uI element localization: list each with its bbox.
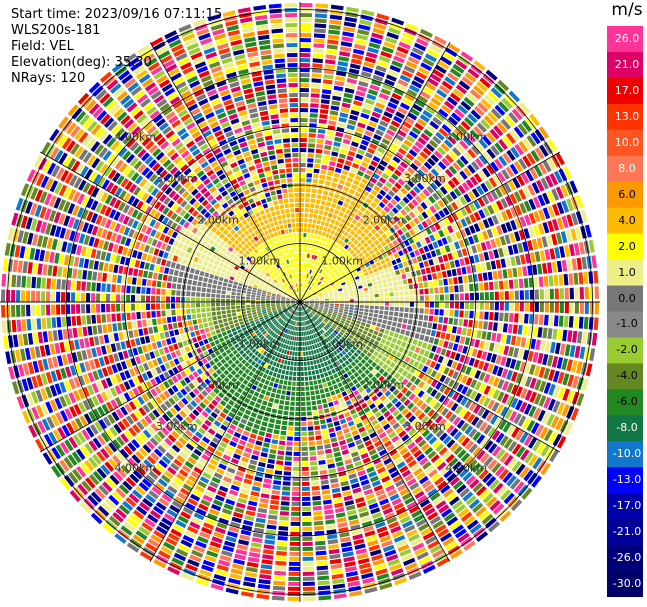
colorbar-segment [607, 363, 643, 390]
colorbar-segment [607, 467, 643, 494]
range-label: 4.00km [115, 462, 157, 475]
colorbar-tick-label: 13.0 [614, 109, 640, 123]
range-label: 2.00km [363, 379, 405, 392]
elevation-text: Elevation(deg): 35.30 [11, 55, 152, 70]
colorbar-tick-label: 2.0 [618, 239, 636, 253]
azimuth-spokes [0, 2, 600, 602]
colorbar-segment [607, 441, 643, 468]
range-label: 3.00km [404, 420, 446, 433]
colorbar-tick-label: -10.0 [612, 447, 642, 461]
range-label: 1.00km [321, 337, 363, 350]
colorbar-tick-label: 0.0 [618, 291, 636, 305]
colorbar-tick-label: -8.0 [616, 421, 638, 435]
colorbar-tick-label: 21.0 [614, 57, 640, 71]
colorbar-segment [607, 207, 643, 235]
colorbar-segment [607, 415, 643, 442]
colorbar-segment [607, 545, 643, 572]
colorbar-tick-label: 10.0 [614, 135, 640, 149]
range-label: 1.00km [239, 255, 281, 268]
colorbar-segment [607, 26, 643, 53]
colorbar-segment [607, 493, 643, 520]
range-label: 4.00km [446, 462, 488, 475]
colorbar-segment [607, 103, 643, 131]
instrument-text: WLS200s-181 [11, 23, 101, 38]
colorbar-tick-label: 17.0 [614, 83, 640, 97]
colorbar-tick-label: -1.0 [616, 317, 638, 331]
colorbar-tick-label: 4.0 [618, 213, 636, 227]
range-label: 1.00km [321, 255, 363, 268]
range-labels: 1.00km 1.00km 1.00km 1.00km 2.00km 2.00km 2.00… [115, 131, 488, 475]
azimuth-spoke [149, 301, 301, 563]
colorbar [607, 26, 643, 597]
colorbar-tick-label: 26.0 [614, 31, 640, 45]
azimuth-spoke [149, 41, 301, 303]
colorbar-segment [607, 311, 643, 338]
range-label: 3.00km [404, 172, 446, 185]
colorbar-tick-label: -26.0 [612, 551, 642, 565]
range-label: 1.00km [239, 337, 281, 350]
colorbar-segment [607, 129, 643, 157]
field-text: Field: VEL [11, 39, 74, 54]
colorbar-segment [607, 181, 643, 209]
range-label: 3.00km [156, 172, 198, 185]
colorbar-segment [607, 77, 643, 105]
start-time-text: Start time: 2023/09/16 07:11:15 [11, 7, 223, 22]
colorbar-tick-label: 6.0 [618, 187, 636, 201]
colorbar-tick-label: -4.0 [616, 369, 638, 383]
colorbar-tick-label: -17.0 [612, 499, 642, 513]
range-label: 4.00km [446, 131, 488, 144]
azimuth-spoke [39, 151, 301, 303]
colorbar-segment [607, 259, 643, 287]
colorbar-tick-label: -6.0 [616, 395, 638, 409]
colorbar-tick-label: -21.0 [612, 525, 642, 539]
colorbar-tick-label: -2.0 [616, 343, 638, 357]
range-label: 2.00km [197, 213, 239, 226]
colorbar-unit: m/s [611, 0, 643, 20]
nrays-text: NRays: 120 [11, 71, 86, 86]
azimuth-spoke [299, 151, 561, 303]
range-label: 3.00km [156, 420, 198, 433]
range-label: 4.00km [115, 131, 157, 144]
colorbar-segment [607, 285, 643, 312]
colorbar-tick-label: -13.0 [612, 473, 642, 487]
azimuth-spoke [299, 301, 561, 453]
colorbar-segment [607, 519, 643, 546]
colorbar-segment [607, 155, 643, 183]
colorbar-segment [607, 337, 643, 364]
range-label: 2.00km [197, 379, 239, 392]
colorbar-tick-label: 8.0 [618, 161, 636, 175]
colorbar-segment [607, 571, 643, 597]
colorbar-segment [607, 233, 643, 261]
range-label: 2.00km [363, 213, 405, 226]
colorbar-tick-label: -30.0 [612, 577, 642, 591]
azimuth-spoke [299, 301, 451, 563]
colorbar-segment [607, 389, 643, 416]
velocity-bins [1, 3, 599, 601]
colorbar-segment [607, 51, 643, 79]
colorbar-tick-label: 1.0 [618, 265, 636, 279]
azimuth-spoke [299, 41, 451, 303]
azimuth-spoke [39, 301, 301, 453]
